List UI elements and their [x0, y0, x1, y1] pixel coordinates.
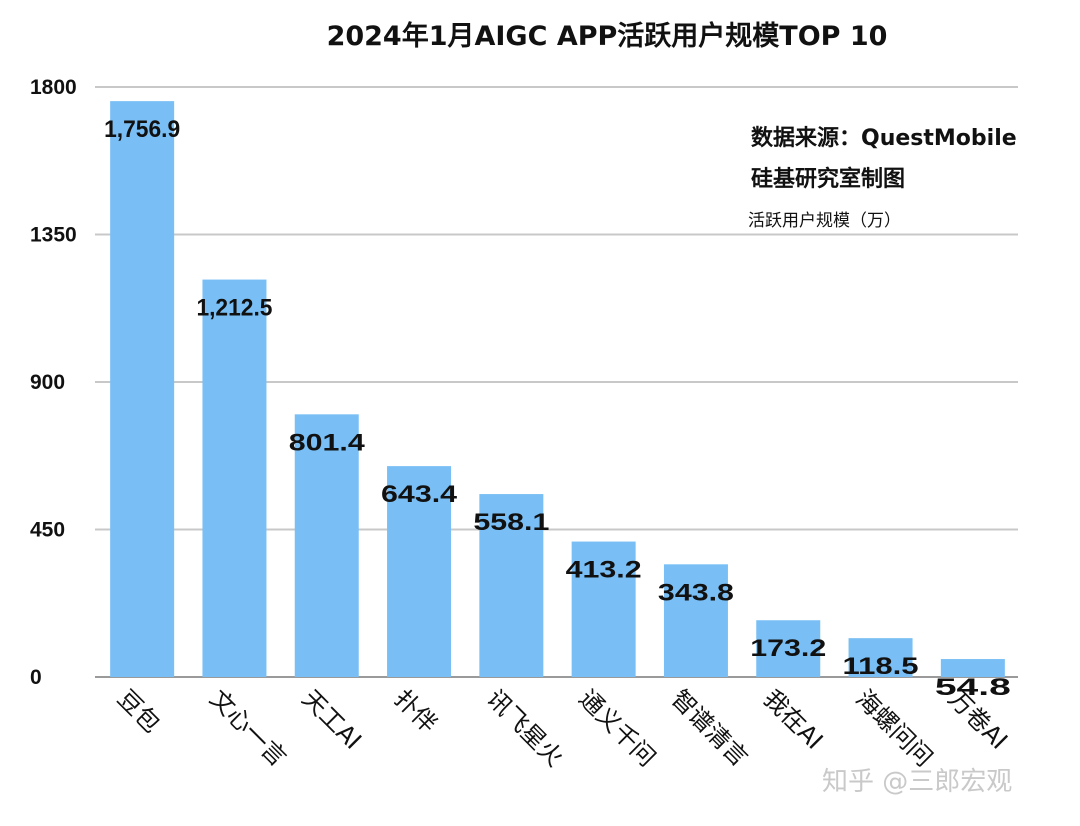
y-axis: 0 450 900 1350 1800 [30, 76, 77, 689]
bar [848, 638, 913, 677]
maker-annotation: 硅基研究室制图 [751, 166, 905, 192]
x-tick-label: 我在AI [758, 684, 828, 754]
bar [479, 494, 544, 677]
y-tick-label: 900 [30, 371, 65, 394]
bars [110, 101, 1005, 678]
x-tick-label: 天工AI [297, 684, 367, 754]
data-label: 1,212.5 [196, 295, 272, 322]
data-label: 801.4 [289, 429, 366, 456]
data-label: 343.8 [658, 579, 734, 606]
data-label: 118.5 [843, 653, 919, 680]
data-labels: 1,756.9 1,212.5 801.4 643.4 558.1 413.2 343.8 1… [104, 116, 1011, 701]
data-label: 173.2 [750, 635, 826, 662]
x-axis: 豆包 文心一言 天工AI 扑伴 讯飞星火 通义千问 智谱清言 我在AI 海螺问问 万卷AI [112, 684, 1013, 772]
x-tick-label: 通义千问 [573, 684, 661, 772]
bar [663, 564, 728, 677]
y-axis-label: 活跃用户规模（万） [748, 211, 901, 231]
x-tick-label: 文心一言 [204, 684, 292, 772]
chart-title: 2024年1月AIGC APP活跃用户规模TOP 10 [327, 20, 888, 52]
x-tick-label: 扑伴 [389, 684, 443, 738]
watermark: 知乎 @三郎宏观 [822, 767, 1012, 797]
y-tick-label: 450 [30, 519, 65, 542]
bar [294, 414, 359, 677]
x-tick-label: 豆包 [112, 684, 166, 738]
data-label: 413.2 [566, 557, 642, 584]
source-annotation: 数据来源：QuestMobile [751, 125, 1017, 151]
bar [940, 659, 1005, 677]
data-label: 54.8 [935, 674, 1011, 701]
bar [571, 541, 636, 677]
bar [756, 620, 821, 677]
x-tick-label: 讯飞星火 [481, 684, 569, 772]
data-label: 1,756.9 [104, 116, 180, 143]
bar [387, 466, 452, 677]
y-tick-label: 0 [30, 666, 42, 689]
y-tick-label: 1800 [30, 76, 77, 99]
data-label: 643.4 [381, 481, 458, 508]
data-label: 558.1 [473, 509, 549, 536]
x-tick-label: 海螺问问 [850, 684, 938, 772]
bar [202, 279, 267, 677]
x-tick-label: 智谱清言 [666, 684, 754, 772]
bar [110, 101, 175, 678]
y-tick-label: 1350 [30, 224, 77, 247]
